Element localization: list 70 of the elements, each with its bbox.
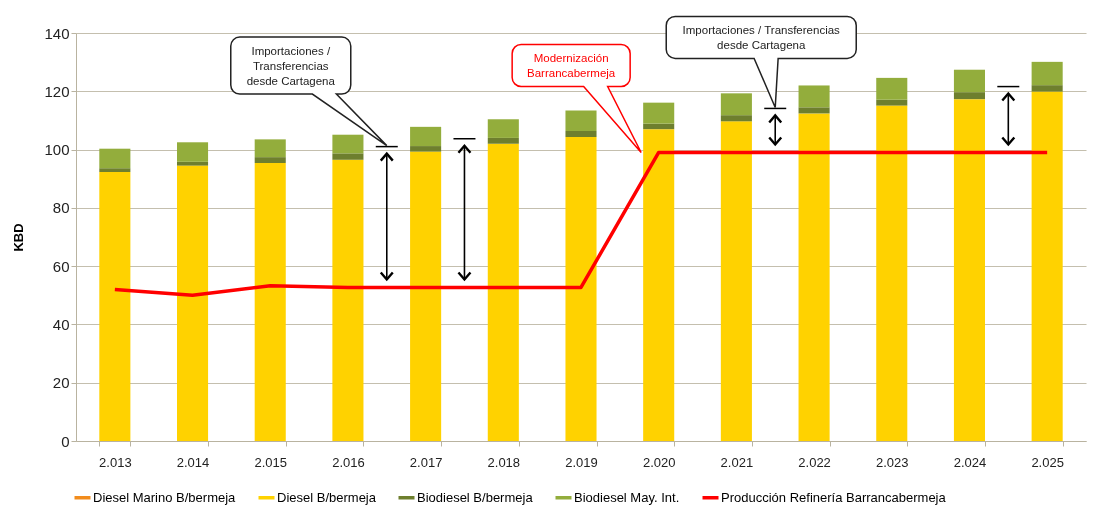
annotation: Importaciones / Transferencias desde Cartagena [682,24,841,52]
bar [99,168,131,173]
x-tick-label: 2.025 [1031,454,1064,470]
bar [876,99,908,106]
bar [798,113,830,441]
y-tick-label: 120 [44,82,70,100]
bar [177,161,209,166]
bar [953,92,985,100]
y-tick-label: 60 [52,257,70,275]
bar [410,146,442,152]
y-tick-label: 140 [44,24,70,42]
bar [720,121,752,441]
x-tick-label: 2.019 [565,454,598,470]
y-tick-label: 100 [44,141,70,159]
bar [565,130,597,138]
y-tick-label: 0 [61,432,70,450]
bar [1031,91,1063,441]
x-tick-label: 2.018 [487,454,521,470]
bar [798,85,830,108]
bar [332,153,364,160]
bar [643,102,675,124]
x-tick-label: 2.016 [332,454,365,470]
bar [876,77,908,100]
bar [254,162,286,441]
bar [720,115,752,122]
x-tick-label: 2.017 [409,454,443,470]
x-tick-label: 2.024 [953,454,987,470]
bar [254,157,286,163]
y-tick-label: 80 [52,199,70,217]
bar [953,69,985,93]
bar [798,107,830,114]
legend-label: Biodiesel B/bermeja [417,489,534,505]
bar [99,172,131,441]
bar [410,151,442,441]
bar [565,110,597,131]
y-tick-label: 40 [52,315,70,333]
x-tick-label: 2.015 [254,454,287,470]
bar [565,137,597,441]
annotation: Modernización Barrancabermeja [527,52,616,80]
x-tick-label: 2.013 [99,454,132,470]
annotation: Importaciones / Transferencias desde Cartagena [246,45,336,88]
bar [332,134,364,154]
legend-label: Diesel Marino B/bermeja [93,489,237,505]
bar [1031,61,1063,86]
legend-label: Biodiesel May. Int. [574,489,680,505]
bar [487,119,519,138]
bar [643,123,675,130]
bar [643,129,675,441]
bar [720,93,752,116]
legend-label: Producción Refinería Barrancabermeja [721,489,947,505]
x-tick-label: 2.021 [720,454,754,470]
y-axis-title: KBD [11,223,27,252]
x-tick-label: 2.020 [642,454,676,470]
legend-label: Diesel B/bermeja [277,489,377,505]
bar [1031,85,1063,92]
bar [487,143,519,441]
bar [99,148,131,169]
line-series [113,150,1049,298]
bar [177,165,209,441]
x-tick-label: 2.022 [798,454,831,470]
bar [177,142,209,162]
bar [332,159,364,441]
x-tick-label: 2.023 [876,454,909,470]
bar [410,126,442,147]
x-tick-label: 2.014 [176,454,210,470]
bar [953,99,985,441]
bar [487,137,519,144]
bar [254,139,286,158]
bar [876,105,908,441]
y-tick-label: 20 [52,374,70,392]
